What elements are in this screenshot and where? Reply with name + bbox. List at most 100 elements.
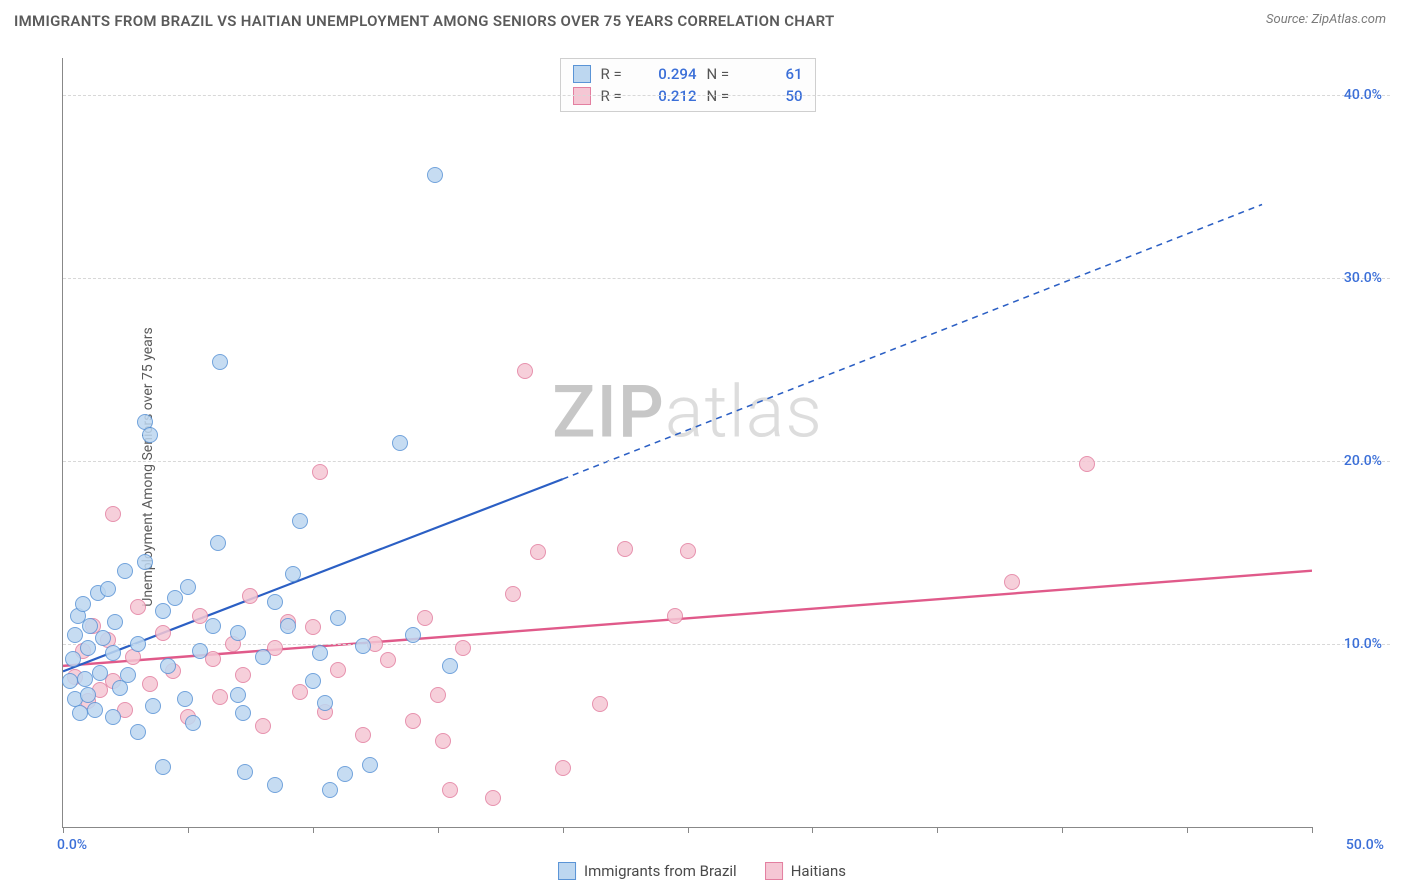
gridline (63, 95, 1390, 96)
swatch-haiti (573, 87, 591, 105)
plot-area: ZIPatlas R = 0.294 N = 61 R = 0.212 N = … (62, 58, 1312, 828)
x-tick-mark (63, 827, 64, 833)
marker-brazil (267, 594, 283, 610)
marker-haiti (617, 541, 633, 557)
legend-item-haiti: Haitians (765, 862, 846, 880)
marker-brazil (100, 581, 116, 597)
marker-brazil (185, 715, 201, 731)
chart-title: IMMIGRANTS FROM BRAZIL VS HAITIAN UNEMPL… (14, 12, 835, 30)
marker-brazil (427, 167, 443, 183)
swatch-haiti-icon (765, 862, 783, 880)
x-tick-max: 50.0% (1346, 837, 1384, 853)
marker-brazil (65, 651, 81, 667)
x-tick-mark (812, 827, 813, 833)
x-tick-mark (188, 827, 189, 833)
marker-haiti (155, 625, 171, 641)
marker-haiti (417, 610, 433, 626)
marker-brazil (230, 625, 246, 641)
marker-brazil (285, 566, 301, 582)
y-tick-label: 20.0% (1344, 453, 1382, 469)
gridline (63, 644, 1390, 645)
marker-brazil (317, 695, 333, 711)
marker-brazil (95, 630, 111, 646)
marker-brazil (80, 640, 96, 656)
x-tick-mark (563, 827, 564, 833)
legend-row-haiti: R = 0.212 N = 50 (573, 85, 803, 107)
marker-haiti (305, 619, 321, 635)
marker-brazil (160, 658, 176, 674)
marker-haiti (1079, 456, 1095, 472)
marker-brazil (117, 563, 133, 579)
y-tick-label: 10.0% (1344, 636, 1382, 652)
chart-container: Unemployment Among Seniors over 75 years… (14, 48, 1390, 886)
legend-row-brazil: R = 0.294 N = 61 (573, 63, 803, 85)
marker-haiti (680, 543, 696, 559)
marker-brazil (180, 579, 196, 595)
marker-brazil (142, 427, 158, 443)
marker-brazil (280, 618, 296, 634)
marker-brazil (267, 777, 283, 793)
x-tick-mark (937, 827, 938, 833)
marker-haiti (667, 608, 683, 624)
y-tick-label: 40.0% (1344, 87, 1382, 103)
marker-brazil (305, 673, 321, 689)
marker-haiti (212, 689, 228, 705)
x-tick-mark (1062, 827, 1063, 833)
marker-brazil (67, 627, 83, 643)
marker-brazil (145, 698, 161, 714)
marker-haiti (105, 506, 121, 522)
marker-brazil (210, 535, 226, 551)
marker-haiti (380, 652, 396, 668)
marker-brazil (442, 658, 458, 674)
marker-haiti (130, 599, 146, 615)
marker-brazil (362, 757, 378, 773)
marker-brazil (205, 618, 221, 634)
marker-haiti (312, 464, 328, 480)
marker-brazil (235, 705, 251, 721)
x-tick-mark (438, 827, 439, 833)
marker-brazil (80, 687, 96, 703)
x-tick-mark (688, 827, 689, 833)
marker-brazil (105, 709, 121, 725)
marker-brazil (107, 614, 123, 630)
marker-haiti (142, 676, 158, 692)
series-legend: Immigrants from Brazil Haitians (558, 862, 846, 880)
marker-haiti (330, 662, 346, 678)
marker-brazil (72, 705, 88, 721)
marker-brazil (87, 702, 103, 718)
marker-brazil (255, 649, 271, 665)
marker-brazil (192, 643, 208, 659)
marker-brazil (292, 513, 308, 529)
marker-brazil (120, 667, 136, 683)
marker-brazil (212, 354, 228, 370)
marker-brazil (92, 665, 108, 681)
marker-haiti (592, 696, 608, 712)
x-tick-mark (1187, 827, 1188, 833)
marker-brazil (322, 782, 338, 798)
marker-brazil (237, 764, 253, 780)
swatch-brazil (573, 65, 591, 83)
marker-haiti (505, 586, 521, 602)
marker-haiti (430, 687, 446, 703)
marker-brazil (392, 435, 408, 451)
correlation-legend: R = 0.294 N = 61 R = 0.212 N = 50 (560, 58, 816, 112)
marker-brazil (177, 691, 193, 707)
source-label: Source: ZipAtlas.com (1266, 12, 1386, 27)
marker-brazil (75, 596, 91, 612)
swatch-brazil-icon (558, 862, 576, 880)
marker-brazil (312, 645, 328, 661)
marker-brazil (62, 673, 78, 689)
marker-brazil (130, 724, 146, 740)
watermark: ZIPatlas (552, 369, 823, 454)
marker-haiti (242, 588, 258, 604)
marker-brazil (82, 618, 98, 634)
marker-haiti (455, 640, 471, 656)
marker-brazil (77, 671, 93, 687)
marker-haiti (442, 782, 458, 798)
marker-brazil (355, 638, 371, 654)
marker-brazil (405, 627, 421, 643)
marker-brazil (137, 554, 153, 570)
marker-haiti (530, 544, 546, 560)
marker-brazil (105, 645, 121, 661)
gridline (63, 278, 1390, 279)
